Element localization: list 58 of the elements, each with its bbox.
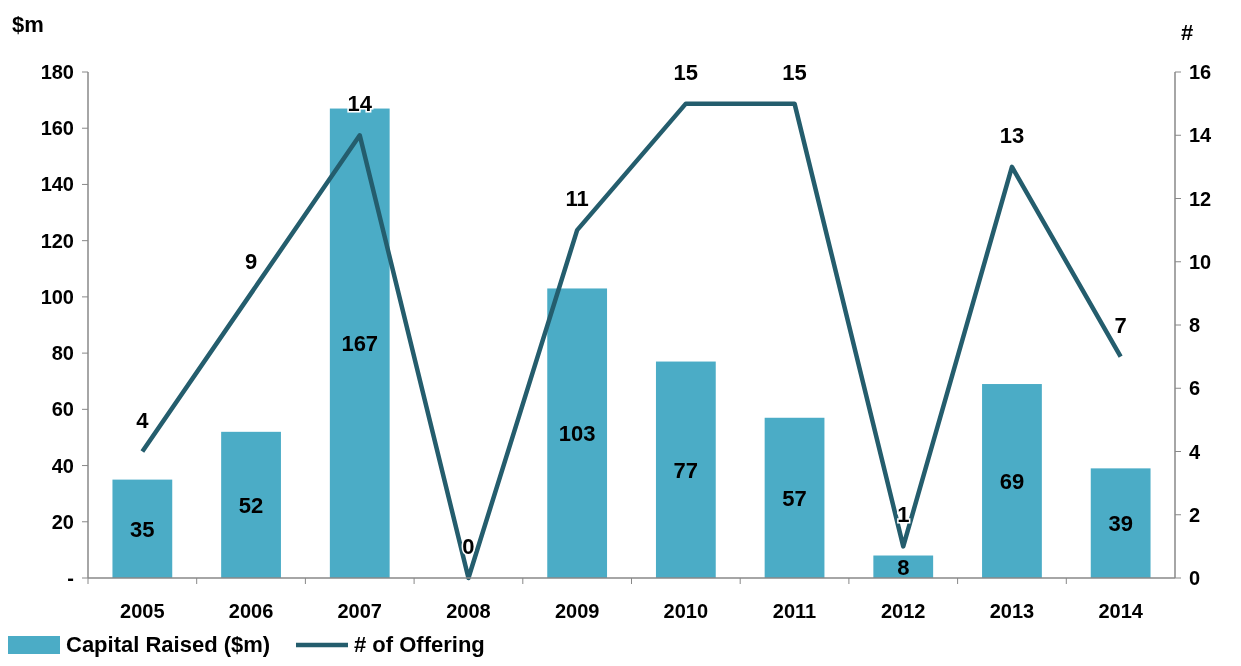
x-tick-label: 2007 bbox=[337, 600, 382, 622]
y-tick-label: 20 bbox=[51, 510, 74, 533]
data-label: 52 bbox=[238, 492, 264, 518]
x-tick-label: 2013 bbox=[989, 600, 1035, 622]
data-label: 69 bbox=[999, 469, 1025, 495]
x-tick-label: 2014 bbox=[1098, 600, 1144, 622]
data-label: 8 bbox=[897, 554, 910, 580]
data-label: 167 bbox=[341, 331, 379, 357]
data-label: 1 bbox=[897, 502, 910, 528]
data-label: 77 bbox=[673, 457, 699, 483]
data-label: 0 bbox=[462, 534, 475, 559]
y-tick-label: 140 bbox=[40, 173, 74, 196]
y-axis-title: $m bbox=[12, 12, 44, 37]
data-label: 4 bbox=[136, 407, 150, 433]
x-tick-label: 2005 bbox=[120, 600, 165, 622]
x-tick-label: 2009 bbox=[554, 600, 600, 622]
x-tick-label: 2006 bbox=[228, 600, 274, 622]
y2-tick-label: 8 bbox=[1189, 314, 1201, 336]
data-label: 15 bbox=[673, 59, 699, 85]
data-label: 39 bbox=[1108, 511, 1133, 537]
data-label: 103 bbox=[558, 421, 596, 447]
data-label: 11 bbox=[565, 186, 589, 212]
data-label: 9 bbox=[244, 249, 258, 275]
y2-tick-label: 14 bbox=[1189, 124, 1213, 147]
bar bbox=[221, 431, 281, 578]
bar bbox=[112, 479, 173, 578]
y2-tick-label: 2 bbox=[1189, 503, 1201, 526]
bar bbox=[1090, 468, 1151, 578]
y-tick-label: 40 bbox=[51, 454, 74, 477]
bar bbox=[655, 361, 716, 578]
y2-tick-label: 10 bbox=[1189, 250, 1212, 273]
data-label: 35 bbox=[130, 516, 155, 542]
data-label: 7 bbox=[1114, 312, 1127, 338]
y2-tick-label: 12 bbox=[1189, 187, 1212, 210]
y-tick-label: 80 bbox=[51, 342, 74, 365]
y2-tick-label: 16 bbox=[1189, 61, 1212, 83]
bar bbox=[764, 417, 825, 578]
bar bbox=[982, 384, 1042, 578]
y-tick-label: 160 bbox=[40, 117, 74, 140]
y-tick-label: - bbox=[67, 567, 74, 589]
x-tick-label: 2010 bbox=[663, 600, 709, 622]
legend-label: # of Offering bbox=[354, 632, 485, 657]
y-tick-label: 120 bbox=[40, 229, 74, 252]
data-label: 13 bbox=[999, 122, 1025, 148]
y-tick-label: 100 bbox=[40, 285, 74, 308]
data-label: 57 bbox=[782, 485, 807, 511]
y-tick-label: 60 bbox=[51, 398, 74, 421]
data-label: 15 bbox=[782, 59, 807, 85]
y2-tick-label: 6 bbox=[1189, 377, 1201, 400]
x-tick-label: 2011 bbox=[772, 600, 817, 622]
x-tick-label: 2008 bbox=[446, 600, 491, 622]
legend-label: Capital Raised ($m) bbox=[66, 632, 271, 657]
y2-tick-label: 0 bbox=[1189, 567, 1201, 589]
bar bbox=[547, 288, 608, 578]
x-tick-label: 2012 bbox=[881, 600, 926, 622]
y2-tick-label: 4 bbox=[1189, 440, 1201, 463]
y2-axis-title: # bbox=[1181, 20, 1194, 45]
y-tick-label: 180 bbox=[40, 61, 74, 83]
